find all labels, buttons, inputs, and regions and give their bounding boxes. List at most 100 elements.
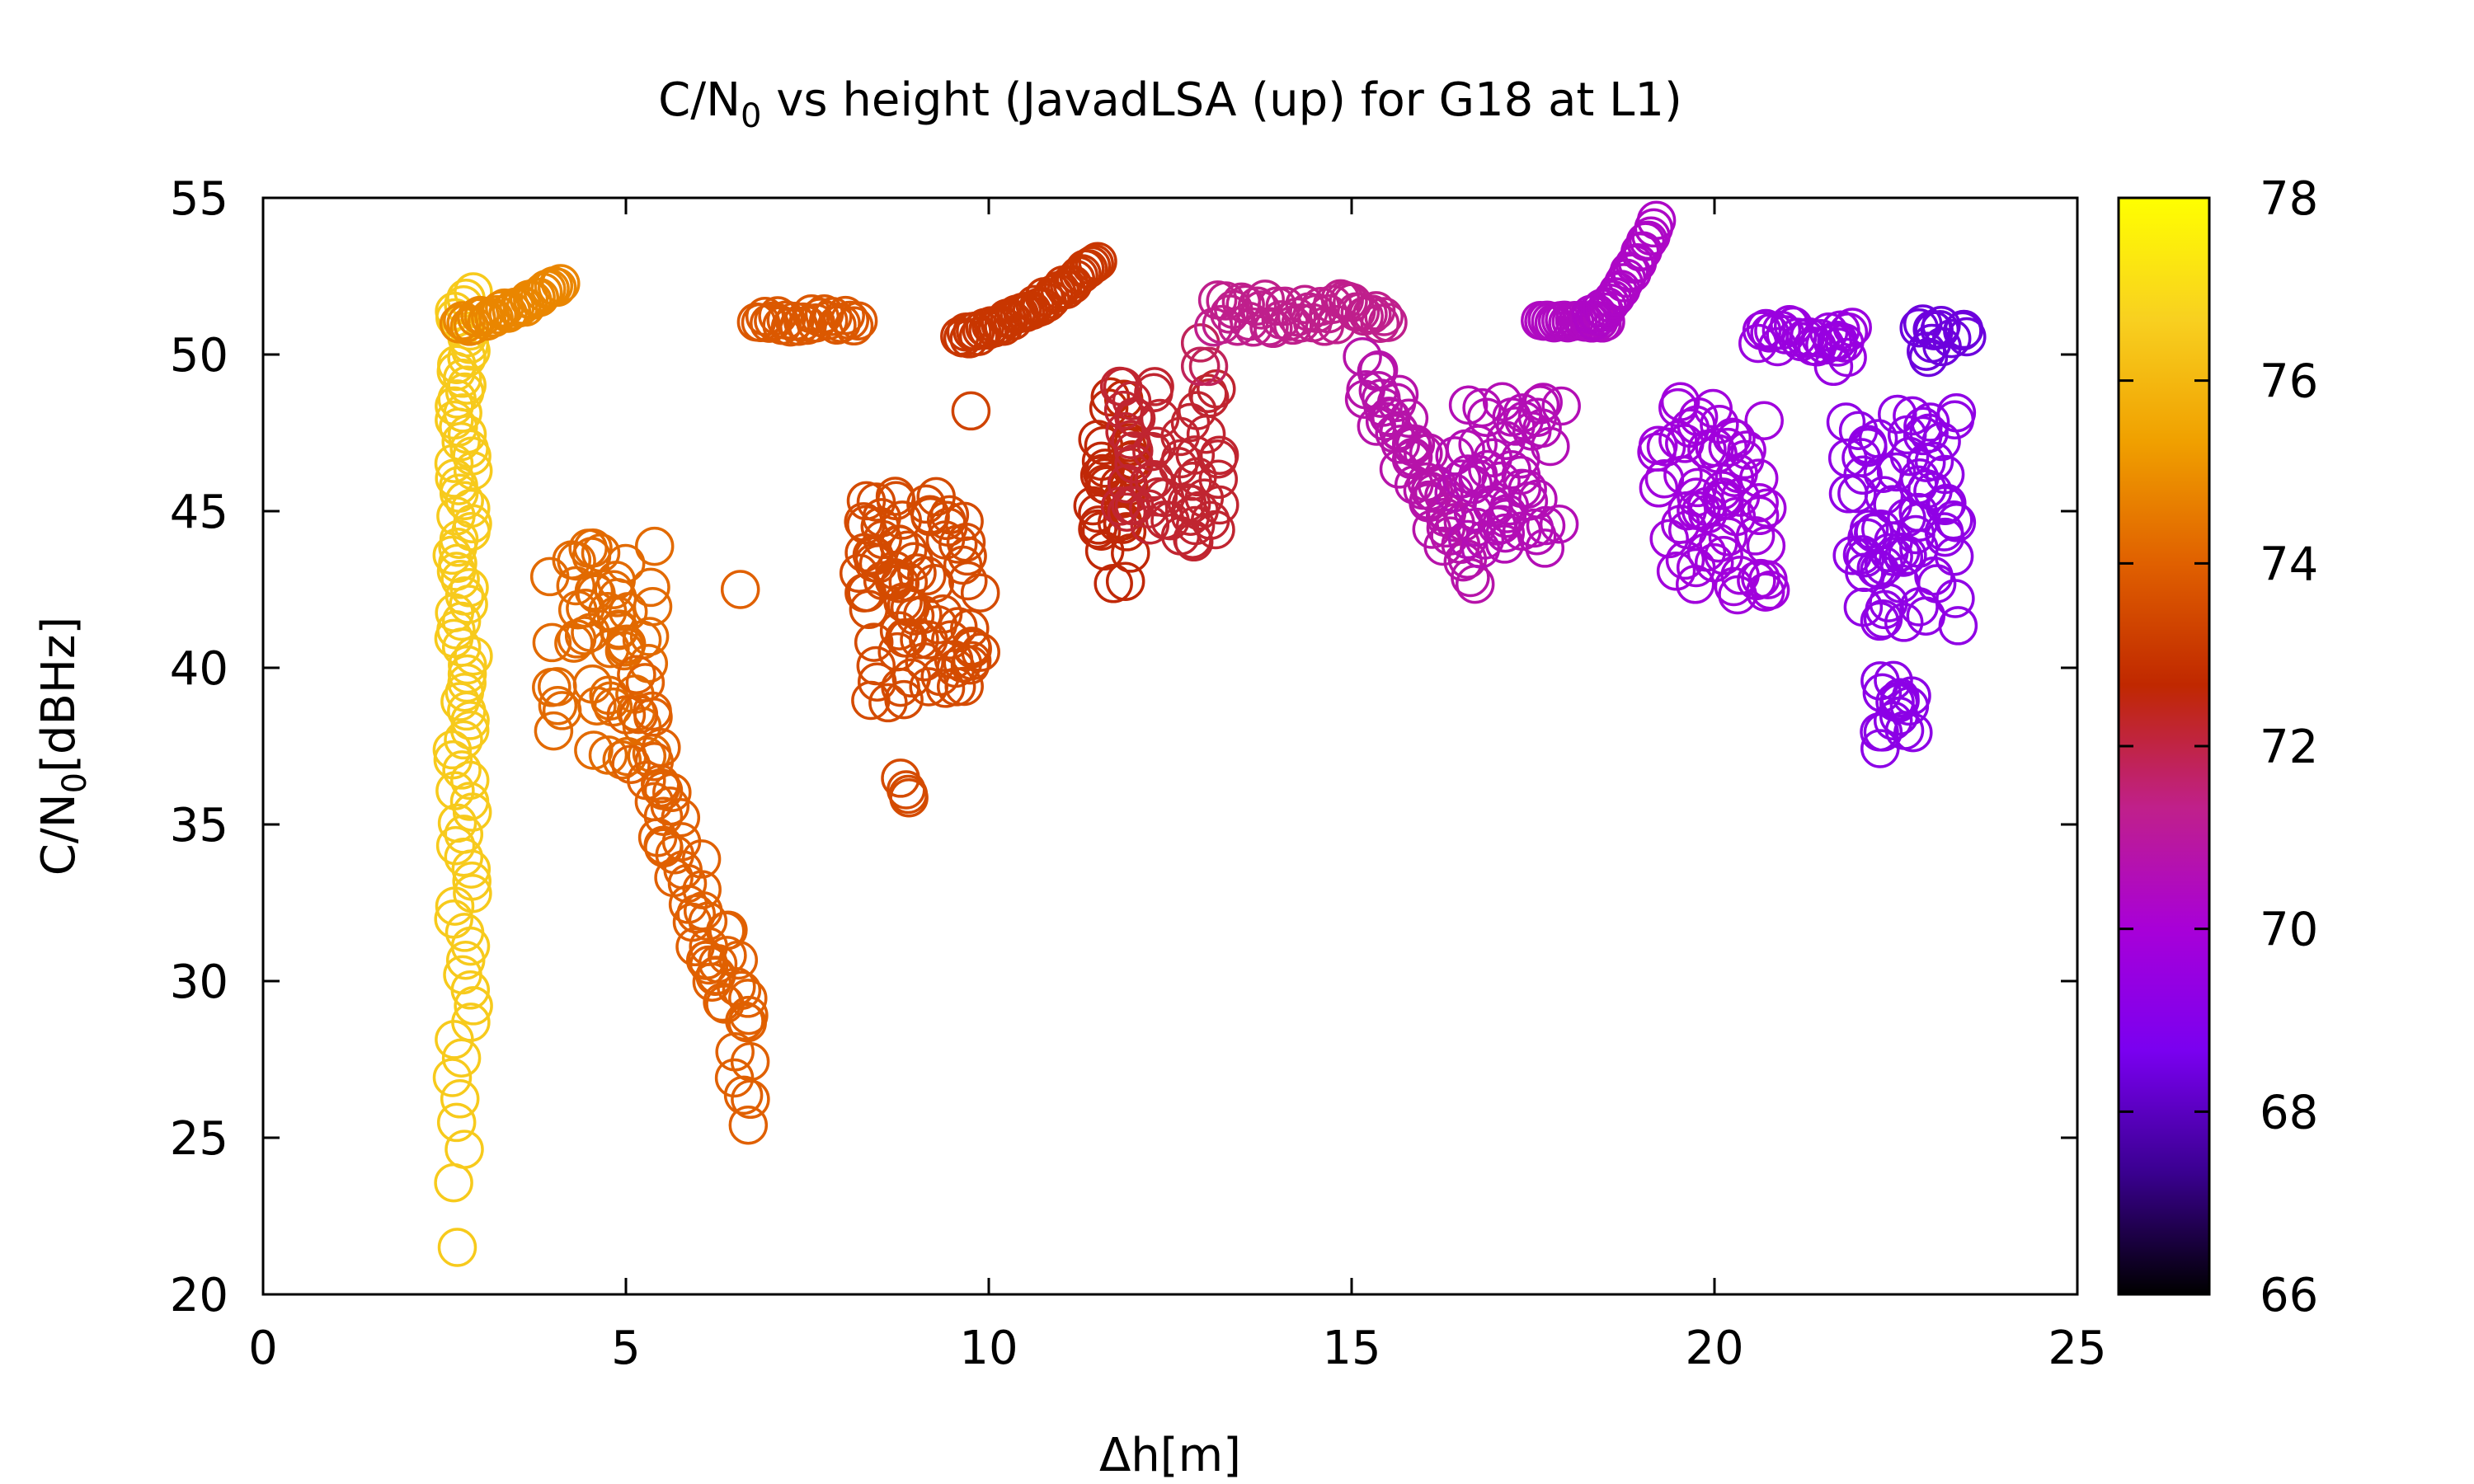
- data-point: [1389, 398, 1429, 439]
- data-point: [1451, 557, 1490, 598]
- data-point: [1512, 411, 1552, 451]
- data-point: [1873, 701, 1913, 741]
- data-point: [444, 815, 484, 854]
- data-point: [727, 1003, 767, 1043]
- data-point: [1130, 505, 1170, 545]
- data-point: [437, 803, 477, 843]
- data-point: [1114, 431, 1154, 471]
- y-axis: 20 25 30 35 40 45 50 55: [170, 172, 2077, 1322]
- data-point: [750, 303, 789, 343]
- data-point: [681, 839, 722, 879]
- data-point: [537, 267, 577, 308]
- y-tick-label: 40: [170, 642, 228, 696]
- data-point: [437, 379, 477, 419]
- y-tick-label: 25: [170, 1112, 228, 1166]
- data-point: [1906, 596, 1946, 636]
- data-point: [868, 683, 908, 723]
- data-point: [453, 873, 492, 913]
- data-point: [905, 641, 944, 682]
- data-point: [447, 365, 487, 405]
- colorbar-tick-label: 66: [2260, 1269, 2318, 1322]
- data-point: [433, 740, 473, 780]
- x-tick-label: 0: [248, 1322, 278, 1375]
- data-point: [1899, 528, 1939, 568]
- data-point: [477, 294, 518, 335]
- data-point: [1878, 394, 1917, 434]
- data-point: [590, 628, 630, 669]
- data-point: [444, 838, 484, 877]
- data-point: [599, 609, 639, 649]
- data-point: [1473, 438, 1513, 477]
- x-tick-label: 20: [1685, 1322, 1743, 1375]
- data-point: [444, 576, 485, 616]
- data-point: [1198, 459, 1239, 500]
- data-point: [1935, 579, 1975, 618]
- data-point: [783, 302, 823, 342]
- data-point: [1200, 485, 1239, 525]
- data-point: [895, 596, 935, 636]
- data-point: [1175, 505, 1216, 546]
- data-point: [449, 710, 490, 750]
- data-point: [1665, 540, 1705, 580]
- x-tick-label: 10: [959, 1322, 1018, 1375]
- data-point: [1888, 535, 1927, 575]
- data-point: [1504, 401, 1544, 440]
- data-point: [451, 1003, 491, 1042]
- data-point: [754, 301, 793, 341]
- data-point: [1196, 510, 1235, 550]
- data-point: [1448, 385, 1489, 425]
- colorbar-tick-label: 76: [2260, 355, 2318, 409]
- data-point: [1178, 457, 1217, 497]
- data-point: [1934, 500, 1973, 540]
- data-point: [1514, 508, 1554, 548]
- data-point: [1832, 308, 1872, 347]
- data-point: [557, 541, 596, 581]
- data-point: [444, 1129, 484, 1169]
- data-point: [725, 1001, 764, 1041]
- data-point: [437, 1228, 477, 1267]
- data-point: [1656, 552, 1696, 591]
- y-axis-title-subscript: 0: [56, 773, 94, 793]
- data-point: [854, 536, 894, 576]
- data-point: [1727, 430, 1766, 470]
- data-point: [574, 730, 614, 770]
- data-point: [1884, 603, 1924, 642]
- data-point: [1827, 337, 1867, 378]
- data-point: [440, 560, 480, 599]
- data-point: [1111, 533, 1150, 573]
- data-point: [1107, 492, 1147, 532]
- data-point: [948, 561, 988, 601]
- data-point: [434, 1162, 473, 1203]
- data-point: [1365, 402, 1405, 441]
- data-point: [608, 592, 648, 632]
- data-point: [854, 622, 894, 662]
- data-point: [443, 955, 482, 995]
- data-point: [813, 297, 853, 336]
- data-point: [1695, 427, 1734, 467]
- data-point: [796, 303, 836, 343]
- data-point: [1864, 546, 1904, 585]
- data-point: [1860, 601, 1900, 641]
- data-point: [452, 862, 492, 901]
- data-point: [441, 1038, 482, 1078]
- data-point: [1609, 251, 1649, 291]
- data-point: [1903, 406, 1943, 446]
- data-point: [1699, 523, 1738, 563]
- data-point: [834, 306, 874, 346]
- data-point: [1936, 392, 1977, 433]
- data-point: [1938, 606, 1978, 646]
- data-point: [1199, 435, 1239, 476]
- data-point: [1746, 526, 1786, 566]
- data-point: [572, 665, 613, 704]
- data-point: [1202, 304, 1242, 345]
- data-point: [1520, 385, 1560, 425]
- data-point: [447, 654, 487, 694]
- data-point: [1864, 476, 1904, 515]
- data-point: [444, 913, 485, 952]
- data-point: [447, 415, 487, 454]
- data-point: [1188, 346, 1229, 387]
- x-axis-title: Δh[m]: [1099, 1429, 1241, 1482]
- data-point: [926, 500, 967, 541]
- data-point: [728, 1105, 769, 1145]
- data-point: [915, 563, 954, 603]
